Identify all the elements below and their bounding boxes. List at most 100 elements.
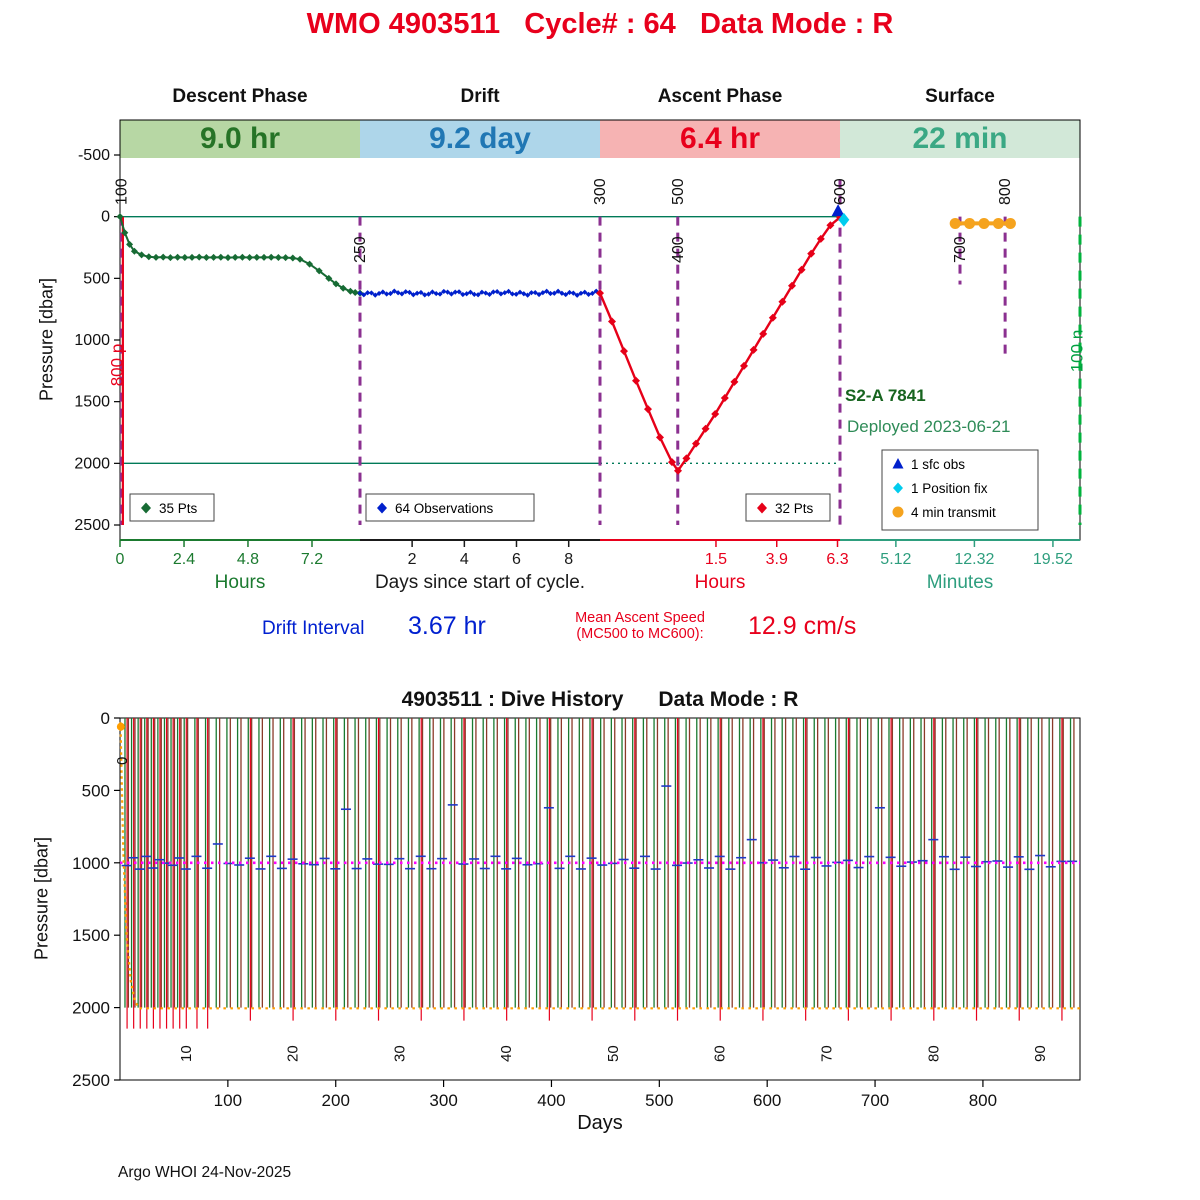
svg-text:2500: 2500	[74, 517, 110, 534]
bottom-reference-lines	[120, 861, 1080, 1010]
svg-text:90: 90	[1032, 1045, 1049, 1062]
phase-header-0: Descent Phase	[172, 86, 308, 107]
orange-descent-curve	[116, 722, 141, 1009]
top-y-axis-label: Pressure [dbar]	[36, 277, 57, 402]
svg-text:2500: 2500	[72, 1071, 110, 1090]
svg-text:300: 300	[592, 178, 609, 205]
footer-credit: Argo WHOI 24-Nov-2025	[118, 1164, 292, 1181]
bottom-y-axis: 0 500 1000 1500 2000 2500	[72, 709, 120, 1090]
page-title: WMO 4903511 Cycle# : 64 Data Mode : R	[306, 8, 894, 40]
deployed-date-annotation: Deployed 2023-06-21	[847, 417, 1011, 436]
ascent-speed-label: Mean Ascent Speed (MC500 to MC600):	[545, 610, 735, 642]
descent-series	[116, 213, 364, 297]
svg-text:6: 6	[512, 551, 521, 568]
deep-profile-lines	[126, 718, 1063, 1029]
svg-text:1500: 1500	[74, 394, 110, 411]
phase-band-3: 22 min	[840, 120, 1080, 158]
svg-text:60: 60	[712, 1045, 729, 1062]
svg-text:500: 500	[82, 781, 110, 800]
legend-box-0: 35 Pts	[129, 493, 215, 522]
svg-text:70: 70	[819, 1045, 836, 1062]
drift-series	[357, 288, 603, 298]
svg-text:100: 100	[214, 1091, 242, 1110]
svg-text:4: 4	[460, 551, 469, 568]
svg-text:2000: 2000	[74, 455, 110, 472]
surface-interval-label: 100 n	[1067, 329, 1087, 373]
top-x-axis: 0 2.4 4.8 7.2 2 4 6 8 1.5 3.9 6.3 5.12 12.32 19.52	[116, 539, 1080, 568]
svg-text:1 sfc obs: 1 sfc obs	[911, 457, 965, 472]
svg-text:5.12: 5.12	[880, 551, 911, 568]
svg-text:19.52: 19.52	[1033, 551, 1073, 568]
ascent-speed-value: 12.9 cm/s	[748, 612, 857, 640]
svg-text:100: 100	[113, 178, 130, 205]
svg-text:800: 800	[997, 178, 1014, 205]
phase-header-1: Drift	[460, 86, 500, 107]
svg-text:40: 40	[498, 1045, 515, 1062]
float-model-annotation: S2-A 7841	[845, 386, 926, 405]
svg-text:1500: 1500	[72, 926, 110, 945]
svg-text:0: 0	[101, 709, 110, 728]
svg-text:80: 80	[925, 1045, 942, 1062]
axis-segment-label-0: Hours	[214, 572, 266, 593]
svg-text:50: 50	[605, 1045, 622, 1062]
axis-segment-label-2: Hours	[694, 572, 746, 593]
svg-text:6.3: 6.3	[826, 551, 848, 568]
svg-text:0: 0	[116, 551, 125, 568]
svg-text:32 Pts: 32 Pts	[775, 501, 814, 516]
phase-band-1: 9.2 day	[360, 120, 600, 158]
svg-text:700: 700	[952, 236, 969, 263]
svg-text:600: 600	[832, 178, 849, 205]
svg-text:4 min transmit: 4 min transmit	[911, 505, 996, 520]
top-reference-lines	[120, 215, 840, 465]
phase-band-2: 6.4 hr	[600, 120, 840, 158]
svg-text:1 Position fix: 1 Position fix	[911, 481, 988, 496]
bottom-x-axis-label: Days	[577, 1112, 623, 1134]
svg-text:300: 300	[429, 1091, 457, 1110]
drift-depth-marks	[121, 785, 1078, 871]
svg-text:64 Observations: 64 Observations	[395, 501, 494, 516]
transmit-series	[949, 217, 1016, 229]
svg-text:4.8: 4.8	[237, 551, 259, 568]
bottom-y-axis-label: Pressure [dbar]	[31, 836, 52, 961]
svg-text:400: 400	[670, 236, 687, 263]
cycle-number-labels: 0 10 20 30 40 50 60 70 80 90	[114, 757, 1049, 1062]
svg-text:500: 500	[645, 1091, 673, 1110]
sfc-obs-marker	[831, 204, 845, 217]
svg-text:2000: 2000	[72, 999, 110, 1018]
position-fix-marker	[838, 212, 850, 227]
svg-text:8: 8	[564, 551, 573, 568]
svg-text:500: 500	[670, 178, 687, 205]
svg-text:7.2: 7.2	[301, 551, 323, 568]
ascent-speed-label-line1: Mean Ascent Speed	[575, 610, 705, 626]
ascent-speed-label-line2: (MC500 to MC600):	[576, 626, 704, 642]
svg-text:2.4: 2.4	[173, 551, 195, 568]
svg-text:10: 10	[178, 1045, 195, 1062]
phase-band-0: 9.0 hr	[120, 120, 360, 158]
legend-box-1: 64 Observations	[365, 493, 535, 522]
svg-text:700: 700	[861, 1091, 889, 1110]
legend-box-3: 1 sfc obs 1 Position fix 4 min transmit	[881, 449, 1039, 531]
axis-segment-label-1: Days since start of cycle.	[374, 572, 586, 593]
phase-header-3: Surface	[925, 86, 995, 107]
svg-text:600: 600	[753, 1091, 781, 1110]
legend-box-2: 32 Pts	[745, 493, 831, 522]
svg-text:0: 0	[114, 757, 131, 765]
svg-text:800: 800	[969, 1091, 997, 1110]
svg-text:1000: 1000	[74, 332, 110, 349]
svg-text:2: 2	[408, 551, 417, 568]
svg-text:250: 250	[352, 236, 369, 263]
top-y-axis: -500 0 500 1000 1500 2000 2500	[74, 147, 120, 534]
svg-text:30: 30	[391, 1045, 408, 1062]
bottom-x-axis: 100 200 300 400 500 600 700 800	[214, 1080, 997, 1110]
svg-text:3.9: 3.9	[766, 551, 788, 568]
svg-text:400: 400	[537, 1091, 565, 1110]
drift-interval-value: 3.67 hr	[408, 612, 486, 640]
svg-text:12.32: 12.32	[954, 551, 994, 568]
svg-text:-500: -500	[78, 147, 110, 164]
mission-cycle-lines: 100 250 300 500 400 600 700 800	[113, 178, 1014, 525]
svg-text:35 Pts: 35 Pts	[159, 501, 198, 516]
phase-header-2: Ascent Phase	[657, 86, 783, 107]
svg-text:1000: 1000	[72, 854, 110, 873]
drift-interval-label: Drift Interval	[262, 618, 365, 639]
